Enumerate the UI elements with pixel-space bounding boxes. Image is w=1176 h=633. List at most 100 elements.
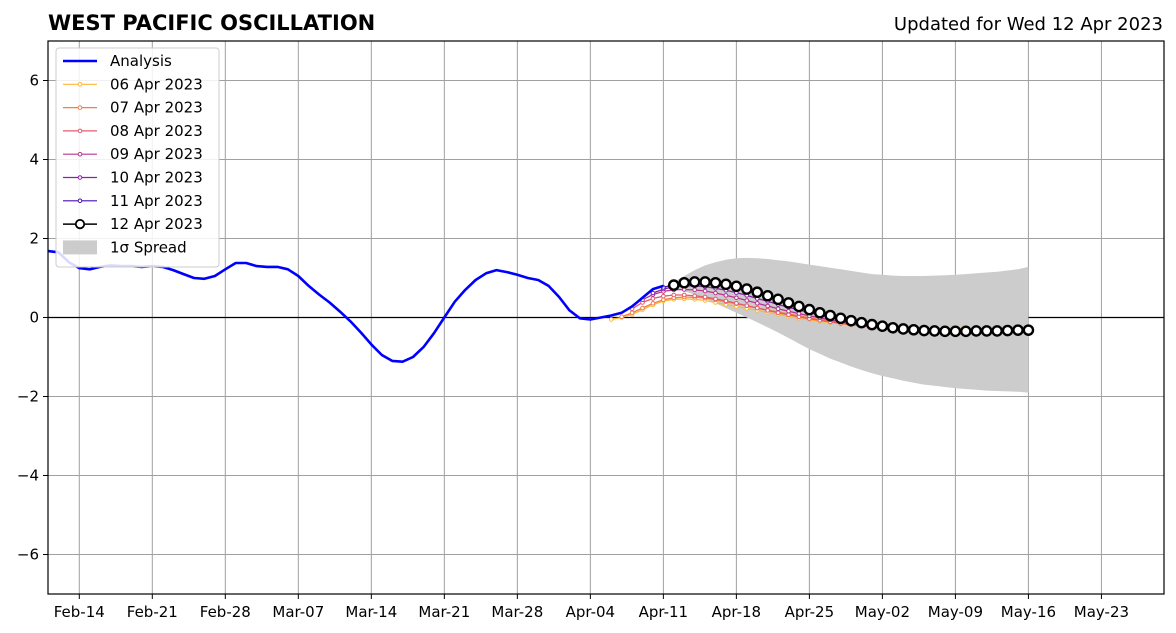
forecast-point bbox=[661, 293, 666, 299]
forecast-point bbox=[876, 320, 889, 332]
x-tick-label: Apr-18 bbox=[712, 603, 762, 621]
forecast-point bbox=[1001, 324, 1014, 337]
x-tick-label: May-02 bbox=[855, 603, 910, 621]
update-date: Updated for Wed 12 Apr 2023 bbox=[894, 14, 1163, 35]
legend-swatch-spread bbox=[63, 240, 97, 255]
legend: Analysis 06 Apr 2023 07 Apr 2023 08 Apr 202… bbox=[55, 47, 220, 268]
legend-label-analysis: Analysis bbox=[110, 52, 172, 70]
x-tick-label: Mar-07 bbox=[272, 603, 324, 621]
forecast-point bbox=[772, 293, 784, 306]
forecast-point bbox=[713, 296, 718, 302]
forecast-point bbox=[692, 293, 697, 299]
forecast-point bbox=[793, 300, 805, 313]
y-tick-label: −4 bbox=[17, 467, 39, 485]
legend-marker bbox=[77, 198, 83, 204]
analysis-series bbox=[48, 249, 664, 364]
forecast-point bbox=[699, 276, 711, 288]
forecast-point bbox=[720, 278, 732, 291]
legend-marker bbox=[77, 128, 83, 134]
forecast-point bbox=[845, 314, 857, 327]
forecast-point bbox=[671, 292, 677, 298]
forecast-point bbox=[734, 295, 739, 301]
forecast-point bbox=[824, 309, 837, 322]
forecast-series bbox=[667, 276, 1035, 338]
legend-label-forecast: 08 Apr 2023 bbox=[110, 122, 203, 140]
analysis-line bbox=[48, 249, 664, 364]
forecast-point bbox=[803, 303, 816, 316]
forecast-point bbox=[980, 325, 993, 337]
forecast-point bbox=[650, 296, 656, 301]
forecast-point bbox=[866, 318, 878, 331]
forecast-point bbox=[709, 276, 722, 289]
forecast-point bbox=[897, 323, 910, 335]
x-tick-label: Mar-14 bbox=[345, 603, 397, 621]
forecast-point bbox=[713, 290, 718, 296]
forecast-point bbox=[667, 279, 680, 291]
forecast-point bbox=[723, 298, 729, 304]
legend-marker bbox=[77, 105, 83, 110]
forecast-point bbox=[730, 280, 743, 293]
x-tick-label: Feb-14 bbox=[54, 603, 105, 621]
forecast-point bbox=[681, 292, 687, 298]
forecast-point bbox=[629, 310, 635, 316]
x-tick-label: May-16 bbox=[1001, 603, 1056, 621]
legend-label-forecast: 11 Apr 2023 bbox=[110, 192, 203, 210]
legend-marker bbox=[77, 82, 83, 87]
forecast-point bbox=[640, 305, 645, 311]
forecast-point bbox=[855, 316, 868, 329]
forecast-point bbox=[834, 312, 847, 325]
legend-marker bbox=[74, 219, 86, 230]
forecast-point bbox=[744, 303, 750, 308]
legend-label-forecast: 09 Apr 2023 bbox=[110, 145, 203, 163]
forecast-point bbox=[723, 293, 729, 298]
forecast-point bbox=[775, 306, 781, 312]
forecast-point bbox=[702, 288, 708, 294]
y-tick-label: 0 bbox=[29, 309, 39, 327]
forecast-point bbox=[734, 300, 739, 306]
forecast-point bbox=[688, 276, 701, 288]
forecast-point bbox=[1022, 324, 1035, 336]
legend-label-forecast: 12 Apr 2023 bbox=[110, 215, 203, 233]
x-tick-label: May-23 bbox=[1074, 603, 1129, 621]
forecast-point bbox=[1012, 324, 1024, 336]
legend-label-forecast: 06 Apr 2023 bbox=[110, 75, 203, 93]
legend-label-forecast: 07 Apr 2023 bbox=[110, 99, 203, 117]
forecast-point bbox=[928, 325, 941, 337]
y-tick-label: −2 bbox=[17, 388, 39, 406]
forecast-point bbox=[761, 289, 774, 302]
forecast-point bbox=[775, 310, 781, 316]
forecast-point bbox=[765, 303, 770, 309]
x-tick-label: Apr-25 bbox=[785, 603, 835, 621]
x-tick-label: Apr-04 bbox=[566, 603, 616, 621]
forecast-point bbox=[754, 305, 760, 311]
x-tick-label: Feb-21 bbox=[127, 603, 178, 621]
forecast-point bbox=[650, 290, 656, 296]
analysis-layer bbox=[48, 249, 664, 364]
forecast-point bbox=[619, 314, 624, 320]
forecast-point bbox=[949, 325, 962, 338]
forecast-point bbox=[692, 287, 697, 293]
forecast-point bbox=[814, 306, 826, 319]
forecast-point bbox=[741, 283, 753, 295]
forecast-point bbox=[765, 308, 770, 313]
chart-title: WEST PACIFIC OSCILLATION bbox=[48, 11, 375, 35]
forecast-layer bbox=[608, 276, 1035, 338]
forecast-point bbox=[991, 325, 1003, 337]
forecast-point bbox=[744, 298, 750, 303]
forecast-point bbox=[751, 286, 764, 299]
y-tick-label: 2 bbox=[29, 230, 39, 248]
y-axis-ticks: −6 −4 −2 0 2 4 6 bbox=[17, 72, 48, 564]
x-tick-label: Feb-28 bbox=[200, 603, 251, 621]
forecast-point bbox=[608, 317, 614, 322]
forecast-point bbox=[782, 297, 795, 309]
x-tick-label: Mar-21 bbox=[418, 603, 470, 621]
y-tick-label: −6 bbox=[17, 546, 39, 564]
y-tick-label: 6 bbox=[29, 72, 39, 90]
legend-marker bbox=[77, 175, 83, 180]
x-tick-label: Apr-11 bbox=[639, 603, 689, 621]
forecast-point bbox=[918, 324, 930, 337]
legend-marker bbox=[77, 151, 83, 157]
x-tick-label: Mar-28 bbox=[491, 603, 543, 621]
